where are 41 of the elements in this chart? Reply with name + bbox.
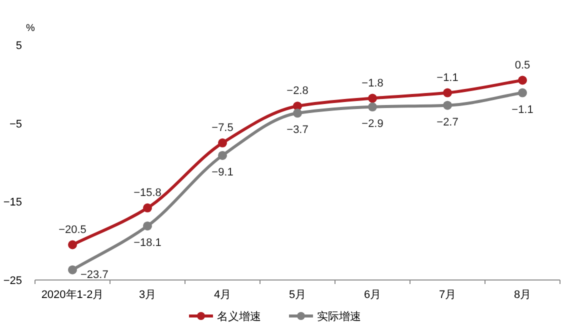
point — [293, 108, 302, 118]
point — [218, 138, 227, 148]
legend-label: 名义增速 — [217, 310, 261, 323]
data-label: −2.9 — [362, 118, 384, 130]
data-label: −15.8 — [134, 186, 162, 199]
y-axis-title: % — [26, 23, 35, 34]
point — [518, 76, 527, 85]
data-label: −9.1 — [212, 166, 234, 178]
data-label: −2.8 — [286, 85, 308, 98]
x-tick-label: 8月 — [514, 289, 532, 301]
y-tick-label: −25 — [3, 275, 22, 287]
y-tick-label: 5 — [16, 40, 22, 52]
point — [218, 150, 227, 160]
x-tick-label: 7月 — [438, 289, 456, 301]
data-label: −18.1 — [134, 236, 162, 249]
data-label: −20.5 — [58, 224, 86, 236]
point — [143, 203, 152, 212]
data-label: −1.8 — [362, 77, 384, 90]
data-label: −1.1 — [512, 104, 534, 116]
y-tick-label: −5 — [9, 118, 22, 130]
x-tick-label: 6月 — [364, 289, 382, 301]
data-label: −1.1 — [436, 72, 458, 84]
x-tick-label: 5月 — [288, 289, 306, 301]
point — [368, 102, 377, 112]
point — [68, 240, 77, 250]
data-label: −3.7 — [286, 124, 308, 136]
point — [143, 221, 152, 230]
data-label: −23.7 — [80, 268, 108, 281]
y-tick-label: −15 — [3, 196, 22, 209]
x-tick-label: 4月 — [214, 289, 232, 301]
data-label: −7.5 — [212, 122, 234, 134]
legend-label: 实际增速 — [317, 310, 361, 323]
point — [443, 100, 452, 110]
data-label: 0.5 — [514, 59, 530, 72]
data-label: −2.7 — [436, 116, 458, 128]
x-tick-label: 2020年1-2月 — [41, 289, 104, 301]
point — [443, 88, 452, 98]
point — [518, 88, 527, 98]
x-tick-label: 3月 — [138, 289, 156, 301]
point — [368, 94, 377, 103]
point — [68, 265, 77, 274]
